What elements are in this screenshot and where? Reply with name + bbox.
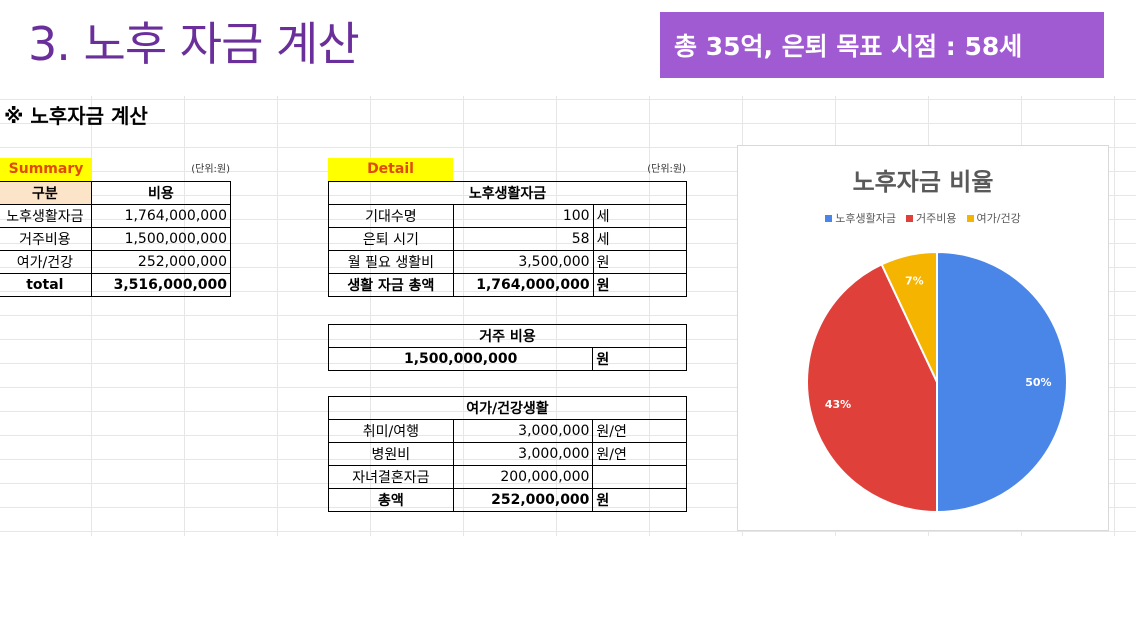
summary-row-label: 거주비용 <box>0 227 92 251</box>
pie-plot: 50% 43% 7% <box>806 250 1068 514</box>
housing-cost-table: 거주 비용 1,500,000,000 원 <box>327 324 687 371</box>
summary-label: Summary <box>0 158 92 182</box>
table-row: 은퇴 시기 58 세 <box>328 227 688 251</box>
leisure-total-value: 252,000,000 <box>452 488 594 512</box>
detail-unit-note: (단위:원) <box>647 164 686 175</box>
summary-row-value: 1,500,000,000 <box>90 227 232 251</box>
table-row: 거주비용 1,500,000,000 <box>0 227 232 251</box>
data-label-housing: 43% <box>825 398 851 411</box>
detail-row-unit: 세 <box>592 204 688 228</box>
leisure-total-unit: 원 <box>592 488 687 512</box>
legend-item: 노후생활자금 <box>825 210 896 226</box>
summary-col-header: 비용 <box>90 181 232 205</box>
summary-total-value: 3,516,000,000 <box>90 273 232 297</box>
legend-label: 거주비용 <box>916 212 957 225</box>
detail-row-label: 기대수명 <box>328 204 454 228</box>
detail-row-value: 100 <box>452 204 594 228</box>
summary-header-row: 구분 비용 <box>0 181 232 205</box>
living-cost-table: 노후생활자금 기대수명 100 세 은퇴 시기 58 세 월 필요 생활비 3,… <box>328 181 688 297</box>
detail-row-unit: 원 <box>592 250 688 274</box>
living-total-label: 생활 자금 총액 <box>328 273 454 297</box>
legend-item: 여가/건강 <box>966 210 1021 226</box>
table-row: 노후생활자금 1,764,000,000 <box>0 204 232 228</box>
table-row: 기대수명 100 세 <box>328 204 688 228</box>
detail-row-unit: 원/연 <box>592 419 687 443</box>
summary-row-label: 여가/건강 <box>0 250 92 274</box>
section-title: ※ 노후자금 계산 <box>4 104 148 128</box>
leisure-total-label: 총액 <box>328 488 454 512</box>
living-total-row: 생활 자금 총액 1,764,000,000 원 <box>328 273 688 297</box>
legend-swatch <box>825 214 833 222</box>
summary-row-value: 1,764,000,000 <box>90 204 232 228</box>
table-row: 1,500,000,000 원 <box>327 347 687 371</box>
legend-item: 거주비용 <box>906 210 957 226</box>
legend-swatch <box>966 214 974 222</box>
pie-slice-living[interactable] <box>936 250 1068 514</box>
data-label-living: 50% <box>1025 376 1051 389</box>
detail-row-unit: 원/연 <box>592 442 687 466</box>
table-row: 자녀결혼자금 200,000,000 <box>328 465 687 489</box>
detail-row-value: 3,000,000 <box>452 419 594 443</box>
chart-title: 노후자금 비율 <box>852 168 994 196</box>
detail-row-label: 월 필요 생활비 <box>328 250 454 274</box>
detail-row-label: 병원비 <box>328 442 454 466</box>
table-row: 병원비 3,000,000 원/연 <box>328 442 687 466</box>
living-total-unit: 원 <box>592 273 688 297</box>
legend-label: 노후생활자금 <box>835 212 897 225</box>
housing-cost-header: 거주 비용 <box>328 324 687 348</box>
summary-total-label: total <box>0 273 92 297</box>
table-row: 취미/여행 3,000,000 원/연 <box>328 419 687 443</box>
summary-row-label: 노후생활자금 <box>0 204 92 228</box>
summary-table: 구분 비용 노후생활자금 1,764,000,000 거주비용 1,500,00… <box>0 181 232 297</box>
living-cost-header: 노후생활자금 <box>328 181 687 205</box>
legend-label: 여가/건강 <box>976 212 1021 225</box>
detail-row-value: 58 <box>452 227 594 251</box>
detail-row-unit <box>592 465 687 489</box>
pie-slice-housing[interactable] <box>806 263 938 514</box>
target-banner: 총 35억, 은퇴 목표 시점 : 58세 <box>660 12 1104 78</box>
leisure-health-header: 여가/건강생활 <box>328 396 687 420</box>
detail-row-value: 3,000,000 <box>452 442 594 466</box>
detail-row-unit: 세 <box>592 227 688 251</box>
table-row: 여가/건강 252,000,000 <box>0 250 232 274</box>
living-total-value: 1,764,000,000 <box>452 273 594 297</box>
detail-row-label: 은퇴 시기 <box>328 227 454 251</box>
leisure-total-row: 총액 252,000,000 원 <box>328 488 687 512</box>
detail-row-value: 200,000,000 <box>452 465 594 489</box>
leisure-health-table: 여가/건강생활 취미/여행 3,000,000 원/연 병원비 3,000,00… <box>328 396 687 512</box>
slide-title: 3. 노후 자금 계산 <box>28 17 360 71</box>
summary-row-value: 252,000,000 <box>90 250 232 274</box>
housing-cost-value: 1,500,000,000 <box>327 347 594 371</box>
detail-label: Detail <box>328 158 453 182</box>
pie-chart[interactable]: 노후자금 비율 노후생활자금 거주비용 여가/건강 50% 43% 7% <box>737 145 1109 531</box>
data-label-leisure: 7% <box>905 275 924 288</box>
summary-col-header: 구분 <box>0 181 92 205</box>
summary-unit-note: (단위:원) <box>191 164 230 175</box>
detail-row-label: 자녀결혼자금 <box>328 465 454 489</box>
table-row: 월 필요 생활비 3,500,000 원 <box>328 250 688 274</box>
pie-slice-leisure[interactable] <box>880 250 938 383</box>
detail-row-label: 취미/여행 <box>328 419 454 443</box>
summary-total-row: total 3,516,000,000 <box>0 273 232 297</box>
detail-row-value: 3,500,000 <box>452 250 594 274</box>
legend-swatch <box>906 214 914 222</box>
housing-cost-unit: 원 <box>592 347 687 371</box>
chart-legend: 노후생활자금 거주비용 여가/건강 <box>738 210 1108 226</box>
